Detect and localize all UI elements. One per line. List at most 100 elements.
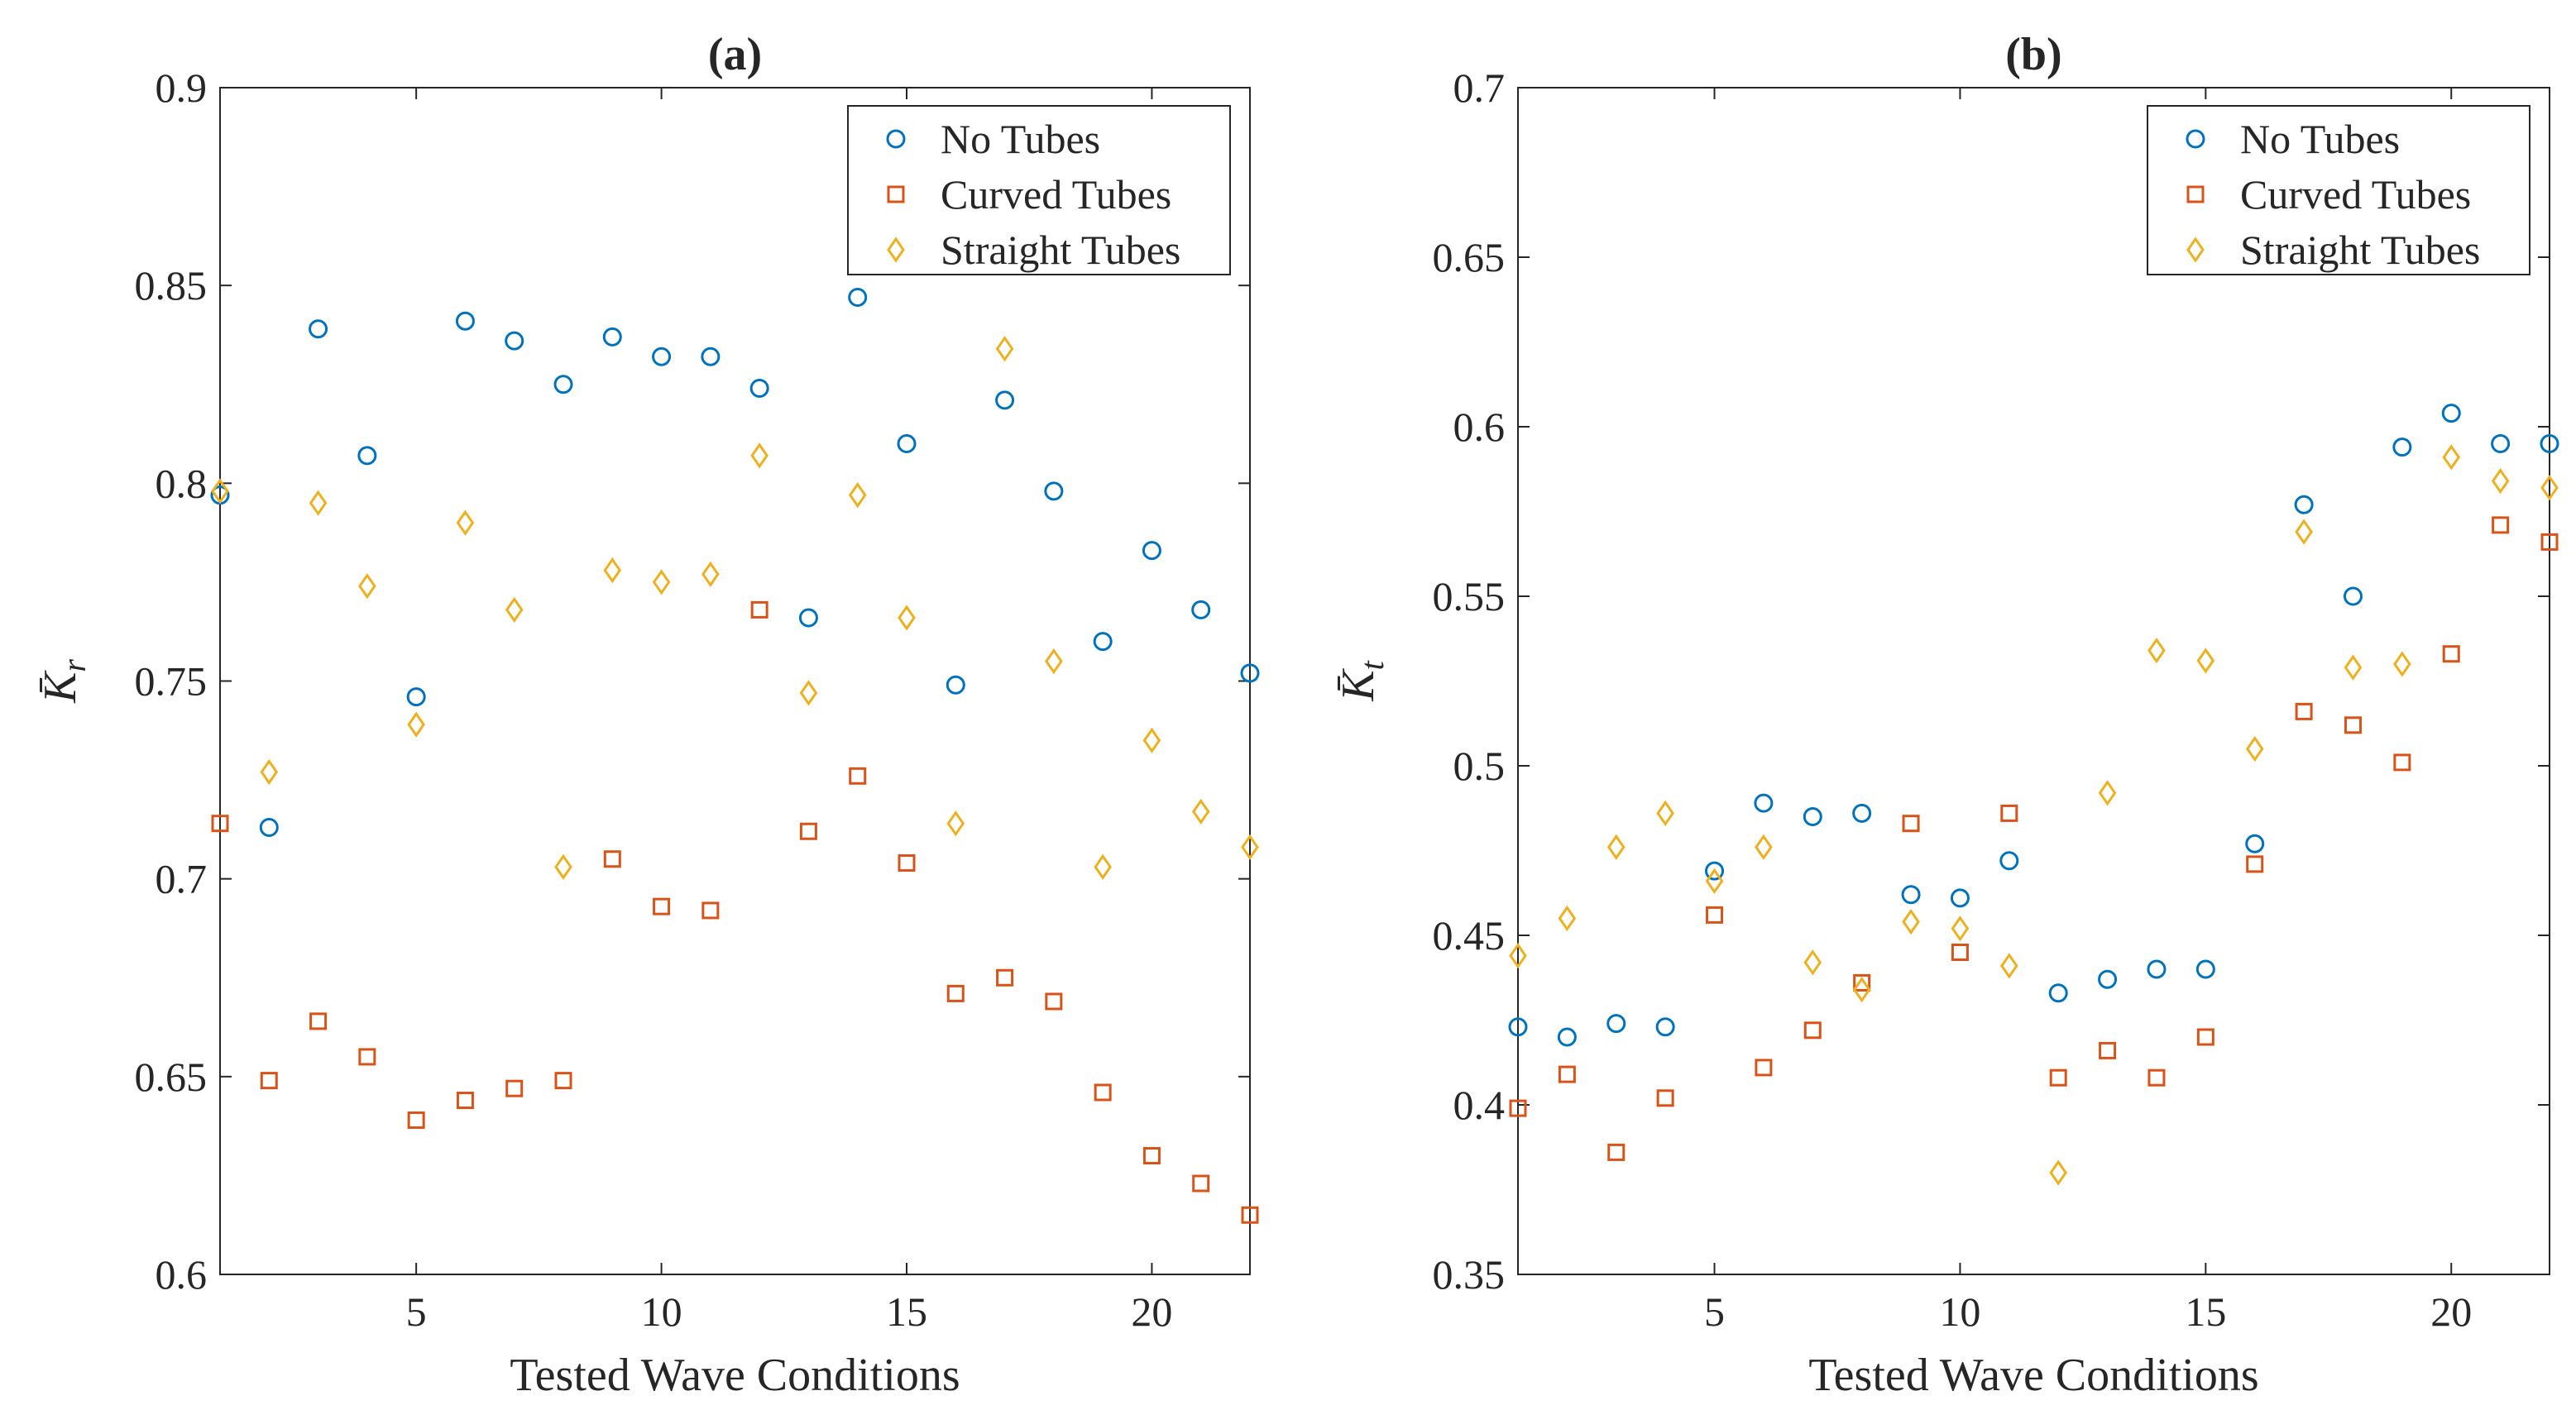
point-b-1-2	[1558, 1065, 1576, 1083]
point-a-2-7	[505, 596, 524, 624]
point-b-1-3	[1607, 1143, 1626, 1161]
legend-box-a	[847, 105, 1231, 275]
y-tick-label-b-0: 0.35	[1433, 1251, 1506, 1298]
y-tick-label-a-1: 0.65	[135, 1054, 208, 1100]
point-a-0-7	[505, 331, 524, 351]
point-b-1-4	[1656, 1089, 1674, 1107]
point-a-1-14	[849, 767, 867, 785]
point-a-0-16	[946, 675, 965, 695]
plot-area-a	[219, 87, 1251, 1275]
panel-a: 5 10 15 20 0.6 0.65 0.7 0.75 0.8 0.85 0.9 (a) Tested…	[35, 29, 1260, 1401]
point-a-1-13	[799, 822, 817, 840]
point-a-2-3	[309, 490, 328, 516]
point-b-0-14	[2147, 959, 2167, 979]
point-b-1-7	[1803, 1021, 1822, 1040]
point-b-0-10	[1950, 888, 1970, 908]
point-b-0-13	[2098, 969, 2118, 989]
point-b-2-2	[1558, 905, 1577, 932]
point-b-1-11	[2000, 804, 2018, 822]
y-tick-label-b-2: 0.45	[1433, 912, 1506, 958]
point-a-1-1	[211, 815, 229, 833]
point-b-0-20	[2441, 404, 2461, 423]
point-b-0-3	[1606, 1014, 1626, 1034]
y-tick-label-a-3: 0.75	[135, 658, 208, 705]
point-b-2-4	[1656, 800, 1674, 827]
y-tick-label-b-7: 0.7	[1453, 65, 1506, 111]
x-axis-title-b: Tested Wave Conditions	[1808, 1350, 2258, 1401]
point-a-1-22	[1241, 1206, 1259, 1224]
point-a-1-11	[701, 901, 720, 920]
legend-marker-b-0	[2186, 129, 2205, 149]
point-b-2-18	[2344, 654, 2363, 681]
point-a-2-11	[701, 561, 720, 587]
y-axis-title-a: K̄r	[35, 659, 93, 704]
point-a-2-16	[946, 810, 965, 837]
point-b-0-16	[2245, 834, 2265, 853]
point-a-2-14	[848, 482, 867, 509]
point-b-2-21	[2491, 467, 2510, 495]
point-b-1-1	[1509, 1099, 1527, 1117]
point-b-0-11	[1999, 851, 2019, 871]
point-a-1-8	[554, 1072, 572, 1090]
y-tick-label-b-5: 0.6	[1453, 404, 1506, 450]
legend-b: No Tubes Curved Tubes Straight Tubes	[2147, 105, 2531, 275]
point-a-2-12	[750, 442, 768, 469]
point-b-2-22	[2540, 475, 2559, 501]
point-a-0-4	[357, 446, 377, 466]
y-tick-label-a-5: 0.85	[135, 262, 208, 308]
point-a-0-10	[652, 347, 672, 366]
point-a-1-19	[1094, 1083, 1112, 1102]
y-axis-title-b: K̄t	[1333, 660, 1391, 701]
point-a-1-5	[407, 1111, 425, 1129]
point-a-0-11	[701, 347, 721, 366]
y-tick-label-a-2: 0.7	[156, 856, 208, 902]
point-b-2-10	[1951, 915, 1970, 942]
point-b-2-15	[2196, 648, 2215, 674]
legend-marker-b-1	[2186, 185, 2205, 203]
point-a-0-6	[455, 311, 475, 331]
point-b-0-7	[1803, 807, 1822, 826]
point-b-1-19	[2393, 753, 2411, 772]
y-tick-label-b-4: 0.55	[1433, 573, 1506, 619]
legend-label-b-1: Curved Tubes	[2240, 171, 2471, 218]
y-tick-label-a-0: 0.6	[156, 1251, 208, 1298]
y-tick-label-a-4: 0.8	[156, 460, 208, 506]
point-a-2-20	[1142, 727, 1161, 753]
point-b-2-12	[2049, 1159, 2068, 1186]
y-tick-label-a-6: 0.9	[156, 65, 208, 111]
point-b-1-14	[2147, 1068, 2166, 1087]
point-a-1-3	[309, 1012, 328, 1030]
point-a-0-3	[309, 319, 328, 339]
point-b-0-4	[1655, 1017, 1675, 1037]
point-b-1-12	[2049, 1068, 2067, 1087]
legend-label-a-2: Straight Tubes	[941, 227, 1180, 273]
series-b-square	[1509, 516, 2559, 1161]
point-a-0-13	[798, 608, 818, 628]
point-a-2-15	[898, 605, 916, 631]
point-b-0-19	[2392, 437, 2412, 457]
point-a-2-8	[554, 853, 572, 880]
point-b-1-16	[2246, 855, 2264, 873]
point-b-2-17	[2295, 519, 2313, 545]
panel-title-a: (a)	[708, 29, 762, 80]
point-b-1-6	[1755, 1059, 1773, 1077]
point-a-0-19	[1093, 632, 1113, 652]
point-a-1-6	[456, 1092, 474, 1110]
point-b-1-20	[2442, 645, 2460, 663]
x-tick-label-b-15: 15	[2185, 1288, 2226, 1335]
point-b-0-2	[1557, 1027, 1577, 1047]
point-b-0-5	[1705, 861, 1725, 881]
panel-b: 5 10 15 20 0.35 0.4 0.45 0.5 0.55 0.6 0.65 0.7 (b) Te…	[1333, 29, 2559, 1401]
y-tick-label-b-3: 0.5	[1453, 743, 1506, 789]
x-tick-label-b-10: 10	[1939, 1288, 1980, 1335]
legend-marker-a-2	[887, 237, 905, 263]
point-b-0-8	[1852, 803, 1872, 823]
point-a-0-21	[1191, 600, 1211, 619]
legend-marker-a-0	[886, 129, 906, 149]
point-a-1-16	[946, 984, 965, 1002]
point-b-1-17	[2295, 702, 2313, 720]
point-a-1-10	[653, 897, 671, 915]
point-a-0-20	[1142, 541, 1161, 561]
point-b-1-9	[1902, 815, 1920, 833]
